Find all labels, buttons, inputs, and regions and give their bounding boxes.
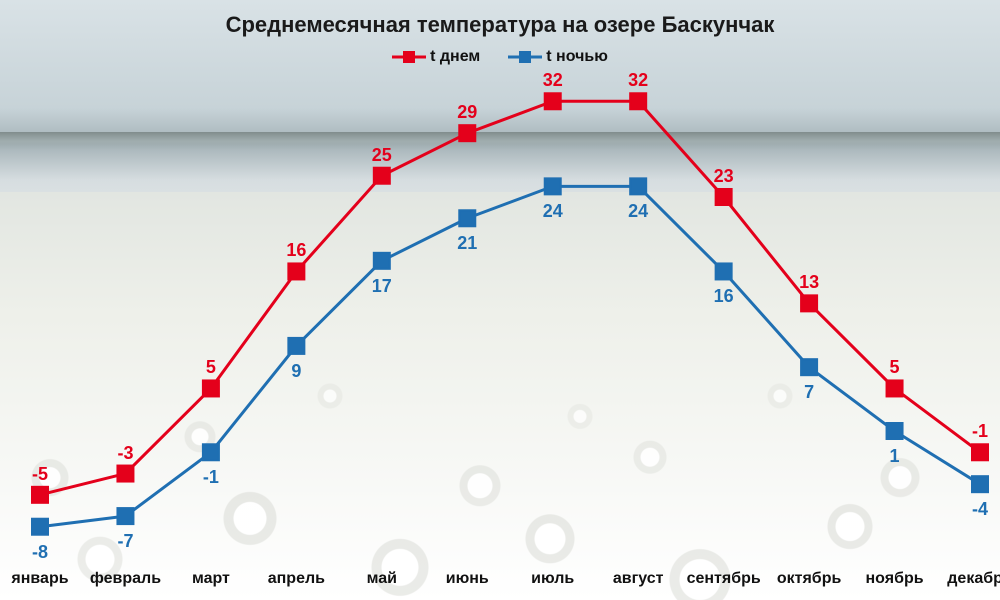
data-label-night-6: 24 (543, 201, 563, 222)
x-axis-label-9: октябрь (777, 570, 841, 588)
series-line-day (40, 101, 980, 495)
data-label-night-0: -8 (32, 542, 48, 563)
marker-day-3 (288, 263, 304, 279)
data-label-night-1: -7 (117, 531, 133, 552)
x-axis-label-2: март (192, 570, 230, 588)
data-label-night-11: -4 (972, 499, 988, 520)
data-label-night-5: 21 (457, 233, 477, 254)
marker-night-7 (630, 178, 646, 194)
marker-day-11 (972, 444, 988, 460)
marker-night-1 (117, 508, 133, 524)
marker-night-9 (801, 359, 817, 375)
data-label-night-8: 16 (714, 286, 734, 307)
marker-night-11 (972, 476, 988, 492)
marker-night-10 (887, 423, 903, 439)
marker-night-4 (374, 253, 390, 269)
x-axis-label-8: сентябрь (687, 570, 761, 588)
data-label-day-5: 29 (457, 102, 477, 123)
x-axis-label-4: май (367, 570, 397, 588)
data-label-night-3: 9 (291, 361, 301, 382)
marker-night-2 (203, 444, 219, 460)
data-label-day-10: 5 (890, 357, 900, 378)
data-label-night-4: 17 (372, 276, 392, 297)
x-axis-label-5: июнь (446, 570, 489, 588)
marker-day-10 (887, 380, 903, 396)
x-axis-label-11: декабрь (947, 570, 1000, 588)
marker-night-8 (716, 263, 732, 279)
marker-day-9 (801, 295, 817, 311)
x-axis-label-6: июль (531, 570, 574, 588)
marker-night-3 (288, 338, 304, 354)
marker-night-6 (545, 178, 561, 194)
data-label-day-6: 32 (543, 70, 563, 91)
marker-day-1 (117, 466, 133, 482)
marker-night-0 (32, 519, 48, 535)
data-label-day-0: -5 (32, 464, 48, 485)
marker-day-5 (459, 125, 475, 141)
data-label-day-3: 16 (286, 240, 306, 261)
data-label-night-10: 1 (890, 446, 900, 467)
chart-plot (0, 0, 1000, 600)
data-label-day-9: 13 (799, 272, 819, 293)
series-line-night (40, 186, 980, 526)
marker-day-8 (716, 189, 732, 205)
data-label-night-2: -1 (203, 467, 219, 488)
marker-day-4 (374, 168, 390, 184)
x-axis-label-7: август (613, 570, 664, 588)
x-axis-label-0: январь (11, 570, 68, 588)
data-label-day-4: 25 (372, 145, 392, 166)
marker-day-7 (630, 93, 646, 109)
x-axis-label-3: апрель (268, 570, 325, 588)
data-label-day-11: -1 (972, 421, 988, 442)
marker-night-5 (459, 210, 475, 226)
data-label-night-7: 24 (628, 201, 648, 222)
data-label-night-9: 7 (804, 382, 814, 403)
x-axis-label-1: февраль (90, 570, 161, 588)
marker-day-6 (545, 93, 561, 109)
data-label-day-7: 32 (628, 70, 648, 91)
data-label-day-2: 5 (206, 357, 216, 378)
data-label-day-1: -3 (117, 443, 133, 464)
marker-day-0 (32, 487, 48, 503)
marker-day-2 (203, 380, 219, 396)
data-label-day-8: 23 (714, 166, 734, 187)
x-axis-label-10: ноябрь (866, 570, 924, 588)
